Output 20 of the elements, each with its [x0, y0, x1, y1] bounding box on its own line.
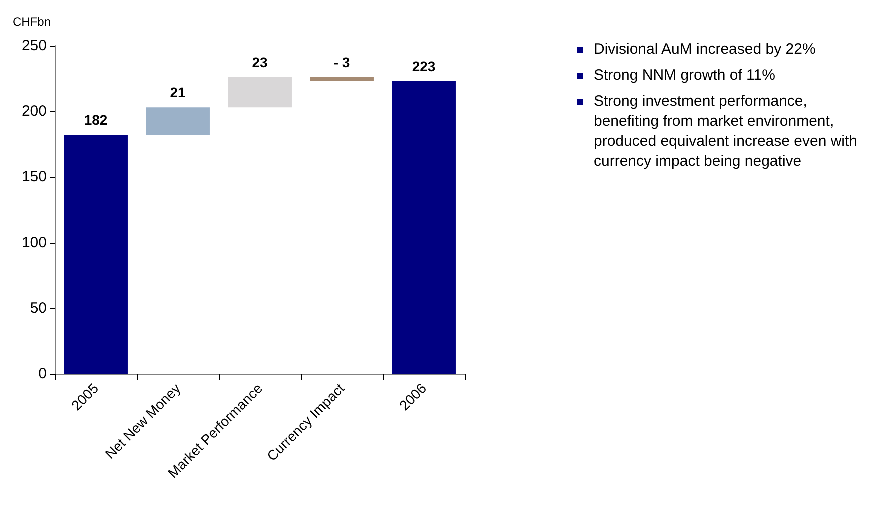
data-label: 182	[84, 112, 108, 128]
bar	[310, 77, 374, 82]
text: Divisional AuM increased by 22%	[594, 40, 817, 60]
y-axis-title: CHFbn	[12, 15, 51, 29]
bar	[228, 77, 292, 108]
y-tick-label: 150	[22, 168, 47, 186]
y-tick-label: 200	[22, 103, 47, 120]
data-label: 21	[170, 84, 186, 101]
data-label: - 3	[334, 54, 350, 70]
bar	[146, 108, 210, 136]
y-tick-label: 50	[30, 300, 47, 317]
bar	[392, 81, 456, 374]
y-tick-label: 0	[38, 366, 47, 382]
text: Strong investment performance, benefiting from market environment, produced equivalent increase even with currency impact being negative	[594, 92, 859, 172]
bar	[64, 135, 128, 374]
y-tick-label: 250	[22, 38, 47, 54]
text: Strong NNM growth of 11%	[594, 66, 776, 86]
y-tick-label: 100	[22, 234, 47, 252]
data-label: 223	[412, 58, 436, 74]
data-label: 23	[252, 54, 268, 70]
